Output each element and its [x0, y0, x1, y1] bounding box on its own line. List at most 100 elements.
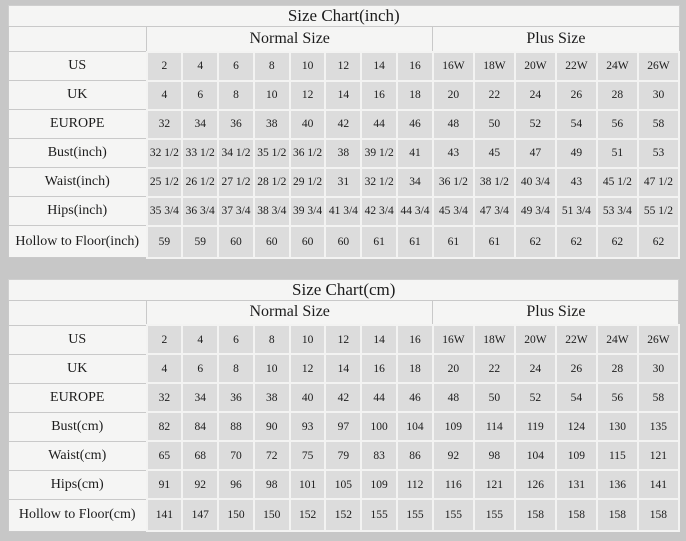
size-value-cell: 158	[554, 498, 598, 532]
size-value-cell: 30	[636, 79, 681, 111]
size-value-cell: 40	[288, 108, 327, 140]
size-value-cell: 150	[217, 498, 255, 532]
size-value-cell: 91	[145, 469, 184, 500]
size-value-cell: 70	[217, 440, 255, 471]
size-value-cell: 24W	[595, 324, 639, 355]
size-value-cell: 36 1/2	[288, 137, 327, 169]
size-value-cell: 26 1/2	[181, 166, 220, 198]
size-value-cell: 20W	[513, 50, 557, 82]
size-value-cell: 101	[288, 469, 327, 500]
size-value-cell: 158	[595, 498, 639, 532]
size-value-cell: 16	[396, 50, 434, 82]
row-label: UK	[8, 80, 147, 110]
size-value-cell: 28 1/2	[252, 166, 291, 198]
size-value-cell: 52	[513, 382, 557, 413]
size-value-cell: 43	[431, 137, 475, 169]
size-value-cell: 61	[472, 224, 516, 259]
size-value-cell: 54	[554, 108, 598, 140]
size-value-cell: 152	[324, 498, 363, 532]
size-value-cell: 131	[554, 469, 598, 500]
size-value-cell: 20	[431, 79, 475, 111]
size-value-cell: 42	[324, 108, 363, 140]
size-value-cell: 38 3/4	[252, 195, 291, 227]
size-value-cell: 28	[595, 79, 639, 111]
size-value-cell: 126	[513, 469, 557, 500]
row-label: Hollow to Floor(cm)	[8, 498, 147, 532]
size-value-cell: 60	[288, 224, 327, 259]
table-row: Hollow to Floor(inch) 59 59 60 60 60 60 61 61 61 6…	[8, 224, 681, 259]
size-value-cell: 53	[636, 137, 681, 169]
size-value-cell: 115	[595, 440, 639, 471]
size-value-cell: 59	[181, 224, 220, 259]
size-value-cell: 44	[360, 108, 399, 140]
size-value-cell: 84	[181, 411, 220, 442]
size-value-cell: 50	[472, 108, 516, 140]
size-value-cell: 40	[288, 382, 327, 413]
size-value-cell: 141	[636, 469, 680, 500]
size-value-cell: 38 1/2	[472, 166, 516, 198]
size-value-cell: 2	[145, 50, 184, 82]
size-value-cell: 61	[396, 224, 434, 259]
corner-cell	[8, 26, 147, 52]
chart-title: Size Chart(cm)	[8, 279, 679, 301]
size-value-cell: 53 3/4	[595, 195, 639, 227]
size-value-cell: 90	[252, 411, 291, 442]
size-value-cell: 62	[513, 224, 557, 259]
size-value-cell: 28	[595, 353, 639, 384]
size-value-cell: 155	[360, 498, 399, 532]
size-value-cell: 75	[288, 440, 327, 471]
size-value-cell: 12	[288, 353, 327, 384]
size-value-cell: 34	[181, 382, 220, 413]
table-row: UK 4 6 8 10 12 14 16 18 20 22 24 26 28 30	[8, 79, 681, 111]
size-value-cell: 6	[181, 79, 220, 111]
size-value-cell: 16W	[431, 50, 475, 82]
size-value-cell: 150	[252, 498, 291, 532]
size-value-cell: 55 1/2	[636, 195, 681, 227]
size-value-cell: 20	[431, 353, 475, 384]
size-value-cell: 47	[513, 137, 557, 169]
size-value-cell: 12	[288, 79, 327, 111]
size-value-cell: 109	[360, 469, 399, 500]
size-value-cell: 37 3/4	[217, 195, 255, 227]
size-value-cell: 45 3/4	[431, 195, 475, 227]
size-value-cell: 49 3/4	[513, 195, 557, 227]
size-value-cell: 10	[252, 79, 291, 111]
size-value-cell: 158	[513, 498, 557, 532]
chart-title-row: Size Chart(cm)	[8, 279, 679, 301]
row-label: Bust(cm)	[8, 411, 147, 442]
size-value-cell: 38	[252, 382, 291, 413]
row-label: Hips(cm)	[8, 469, 147, 500]
size-value-cell: 16W	[431, 324, 475, 355]
size-value-cell: 155	[472, 498, 516, 532]
size-value-cell: 22W	[554, 324, 598, 355]
table-row: Bust(cm) 82 84 88 90 93 97 100 104 109 114 119 124 13…	[8, 411, 680, 442]
size-value-cell: 4	[181, 324, 220, 355]
size-value-cell: 61	[431, 224, 475, 259]
size-value-cell: 35 1/2	[252, 137, 291, 169]
size-value-cell: 12	[324, 324, 363, 355]
size-value-cell: 60	[324, 224, 363, 259]
column-group-header: Plus Size	[432, 26, 680, 52]
size-value-cell: 32 1/2	[145, 137, 184, 169]
size-chart-inch-table: Size Chart(inch) Normal Size Plus Size US 2 4…	[8, 5, 681, 259]
row-label: Hollow to Floor(inch)	[8, 225, 147, 258]
size-value-cell: 50	[472, 382, 516, 413]
column-group-row: Normal Size Plus Size	[8, 26, 680, 52]
size-value-cell: 12	[324, 50, 363, 82]
size-value-cell: 109	[554, 440, 598, 471]
table-row: Waist(inch) 25 1/2 26 1/2 27 1/2 28 1/2 29 1/…	[8, 166, 681, 198]
size-value-cell: 155	[396, 498, 434, 532]
size-value-cell: 100	[360, 411, 399, 442]
size-value-cell: 43	[554, 166, 598, 198]
table-row: Bust(inch) 32 1/2 33 1/2 34 1/2 35 1/2 36 1/2…	[8, 137, 681, 169]
size-value-cell: 56	[595, 382, 639, 413]
size-value-cell: 86	[396, 440, 434, 471]
size-value-cell: 46	[396, 108, 434, 140]
size-value-cell: 36	[217, 382, 255, 413]
size-value-cell: 26	[554, 353, 598, 384]
size-value-cell: 45	[472, 137, 516, 169]
size-value-cell: 36 1/2	[431, 166, 475, 198]
size-value-cell: 16	[396, 324, 434, 355]
size-value-cell: 20W	[513, 324, 557, 355]
size-value-cell: 40 3/4	[513, 166, 557, 198]
